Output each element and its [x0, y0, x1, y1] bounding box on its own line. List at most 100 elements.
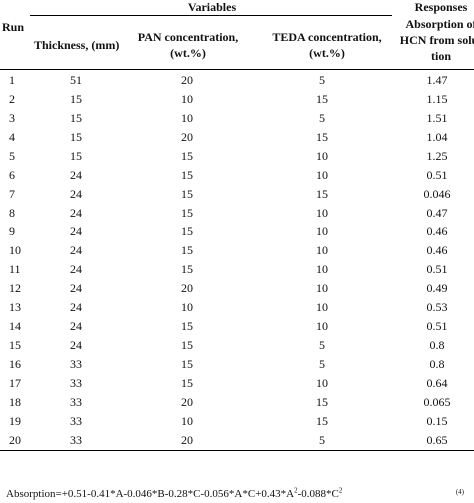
- response-cell: 0.51: [426, 319, 448, 334]
- pan-cell: 10: [181, 300, 193, 315]
- run-header: Run: [2, 20, 25, 34]
- response-header-line1: Absorption of: [405, 17, 474, 31]
- run-cell: 11: [9, 262, 21, 277]
- equation-number: (4): [455, 488, 464, 496]
- response-cell: 1.51: [426, 110, 448, 125]
- response-cell: 1.15: [426, 91, 448, 106]
- thickness-cell: 15: [70, 148, 82, 163]
- run-cell: 6: [9, 167, 15, 182]
- table-row: 19 33 10 15 0.15: [0, 412, 474, 431]
- table-row: 12 24 20 10 0.49: [0, 279, 474, 298]
- pan-cell: 15: [181, 224, 193, 239]
- response-cell: 1.25: [426, 148, 448, 163]
- teda-cell: 10: [316, 167, 328, 182]
- response-cell: 0.065: [423, 394, 451, 409]
- thickness-cell: 24: [70, 205, 82, 220]
- table-row: 5 15 15 10 1.25: [0, 147, 474, 166]
- pan-cell: 10: [181, 413, 193, 428]
- pan-cell: 15: [181, 167, 193, 182]
- thickness-cell: 15: [70, 91, 82, 106]
- table-row: 8 24 15 10 0.47: [0, 204, 474, 223]
- table-row: 20 33 20 5 0.65: [0, 431, 474, 450]
- table-row: 10 24 15 10 0.46: [0, 241, 474, 260]
- teda-cell: 15: [316, 129, 328, 144]
- run-cell: 10: [9, 243, 21, 258]
- run-cell: 13: [9, 300, 21, 315]
- response-cell: 0.51: [426, 167, 448, 182]
- pan-cell: 15: [181, 186, 193, 201]
- pan-cell: 20: [181, 394, 193, 409]
- table-bottom-rule: [0, 450, 474, 451]
- thickness-cell: 33: [70, 356, 82, 371]
- run-cell: 15: [9, 338, 21, 352]
- teda-cell: 5: [319, 110, 325, 125]
- teda-cell: 10: [316, 262, 328, 277]
- response-header-line3: tion: [430, 49, 452, 63]
- run-cell: 1: [9, 73, 15, 87]
- response-cell: 0.046: [423, 186, 451, 201]
- table-row: 15 24 15 5 0.8: [0, 336, 474, 355]
- teda-cell: 10: [316, 281, 328, 296]
- teda-cell: 15: [316, 394, 328, 409]
- pan-cell: 15: [181, 375, 193, 390]
- thickness-cell: 24: [70, 186, 82, 201]
- run-cell: 16: [9, 356, 21, 371]
- table-row: 17 33 15 10 0.64: [0, 374, 474, 393]
- pan-header-line1: PAN concentration,: [137, 30, 239, 44]
- teda-cell: 10: [316, 319, 328, 334]
- table-row: 11 24 15 10 0.51: [0, 260, 474, 279]
- table-row: 9 24 15 10 0.46: [0, 222, 474, 241]
- variables-header: Variables: [187, 0, 237, 14]
- teda-cell: 10: [316, 224, 328, 239]
- response-cell: 0.46: [426, 224, 448, 239]
- pan-cell: 15: [181, 338, 193, 352]
- thickness-cell: 24: [70, 262, 82, 277]
- thickness-cell: 24: [70, 319, 82, 334]
- run-cell: 17: [9, 375, 21, 390]
- run-cell: 5: [9, 148, 15, 163]
- thickness-cell: 15: [70, 129, 82, 144]
- response-cell: 1.04: [426, 129, 448, 144]
- teda-cell: 10: [316, 205, 328, 220]
- pan-cell: 15: [181, 262, 193, 277]
- responses-header: Responses: [414, 0, 468, 14]
- response-cell: 0.49: [426, 281, 448, 296]
- response-cell: 0.65: [426, 432, 448, 447]
- thickness-cell: 33: [70, 413, 82, 428]
- teda-cell: 10: [316, 375, 328, 390]
- table-row: 16 33 15 5 0.8: [0, 355, 474, 374]
- thickness-cell: 33: [70, 432, 82, 447]
- thickness-cell: 24: [70, 300, 82, 315]
- teda-header-line1: TEDA concentration,: [272, 30, 382, 44]
- thickness-cell: 51: [70, 73, 82, 87]
- response-cell: 0.53: [426, 300, 448, 315]
- teda-cell: 15: [316, 186, 328, 201]
- teda-cell: 15: [316, 413, 328, 428]
- equation-superscript-1: 2: [294, 486, 298, 495]
- thickness-cell: 15: [70, 110, 82, 125]
- thickness-cell: 24: [70, 167, 82, 182]
- teda-cell: 5: [319, 432, 325, 447]
- equation-part-2: -0.088*C: [297, 488, 339, 500]
- teda-header-line2: (wt.%): [309, 46, 345, 60]
- teda-cell: 5: [319, 73, 325, 87]
- table-row: 4 15 20 15 1.04: [0, 128, 474, 147]
- response-header-line2: HCN from solu-: [399, 33, 474, 47]
- header-bottom-rule: [0, 69, 474, 70]
- pan-cell: 20: [181, 432, 193, 447]
- thickness-cell: 33: [70, 394, 82, 409]
- response-cell: 0.51: [426, 262, 448, 277]
- run-cell: 8: [9, 205, 15, 220]
- table-row: 3 15 10 5 1.51: [0, 109, 474, 128]
- run-cell: 3: [9, 110, 15, 125]
- run-cell: 7: [9, 186, 15, 201]
- run-cell: 9: [9, 224, 15, 239]
- response-cell: 0.8: [429, 356, 445, 371]
- run-cell: 14: [9, 319, 21, 334]
- table-row: 1 51 20 5 1.47: [0, 71, 474, 90]
- thickness-cell: 24: [70, 243, 82, 258]
- run-cell: 18: [9, 394, 21, 409]
- thickness-header: Thickness, (mm): [34, 38, 120, 52]
- response-cell: 0.46: [426, 243, 448, 258]
- response-cell: 0.47: [426, 205, 448, 220]
